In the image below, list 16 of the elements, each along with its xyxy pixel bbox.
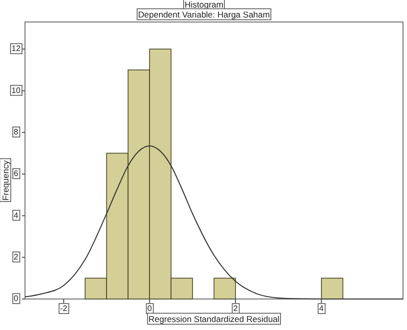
y-tick-label: 8	[14, 127, 19, 136]
x-tick-label: 4	[319, 304, 324, 314]
x-tick-label: 2	[233, 304, 238, 314]
y-tick-label: 4	[14, 210, 19, 220]
x-axis-title: Regression Standardized Residual	[148, 314, 280, 324]
line-series	[24, 145, 404, 300]
y-tick-label: 12	[12, 44, 21, 54]
chart-subtitle: Dependent Variable: Harga Saham	[138, 9, 270, 20]
y-tick-label: 6	[14, 169, 19, 178]
y-axis-title: Frequency	[0, 160, 10, 201]
y-tick-label: 0	[14, 294, 19, 304]
chart-title: Histogram	[184, 0, 224, 10]
y-tick-label: 10	[12, 86, 21, 95]
x-tick-label: 0	[147, 304, 152, 314]
x-tick-label: -2	[60, 304, 68, 314]
y-tick-label: 2	[14, 252, 19, 262]
